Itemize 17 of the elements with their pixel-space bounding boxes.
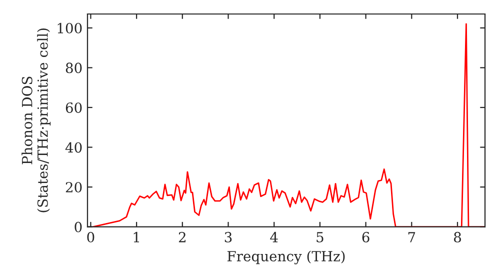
x-tick-label: 8 xyxy=(454,232,461,242)
x-tick-label: 5 xyxy=(316,232,324,242)
y-tick-label: 80 xyxy=(66,62,82,74)
y-tick-label: 20 xyxy=(66,182,82,192)
y-tick-label: 0 xyxy=(74,222,82,232)
y-tick-label: 40 xyxy=(65,142,82,153)
y-tick-label: 60 xyxy=(66,102,82,113)
x-tick-label: 7 xyxy=(408,232,416,242)
x-axis-title: Frequency (THz) xyxy=(227,250,345,264)
y-tick-label: 100 xyxy=(58,22,82,34)
x-tick-label: 3 xyxy=(224,232,232,242)
x-tick-label: 1 xyxy=(134,232,140,242)
y-axis-title: Phonon DOS (States/THz·primitive cell) xyxy=(22,28,51,212)
x-tick-label: 4 xyxy=(270,232,278,242)
x-tick-label: 6 xyxy=(362,232,370,242)
x-tick-label: 2 xyxy=(178,232,186,242)
x-tick-label: 0 xyxy=(87,232,94,242)
